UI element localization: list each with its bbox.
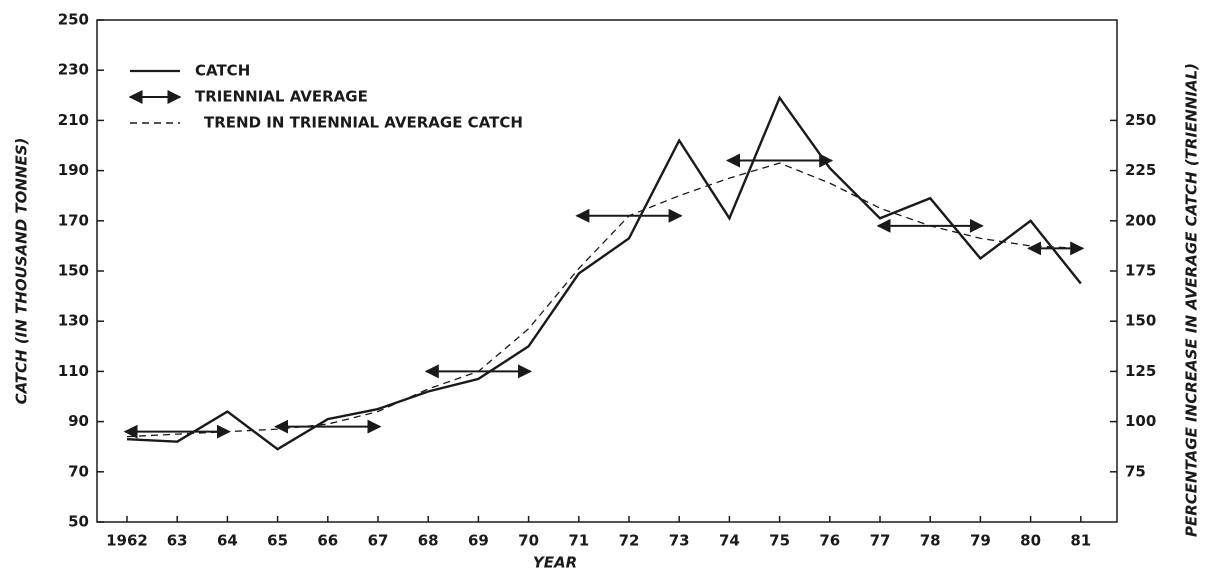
x-tick-label: 69	[468, 532, 489, 550]
x-tick-label: 79	[970, 532, 991, 550]
legend-label: TRIENNIAL AVERAGE	[195, 88, 368, 106]
x-tick-label: 71	[568, 532, 589, 550]
y2-tick-label: 75	[1125, 462, 1146, 480]
series-line	[126, 95, 1082, 451]
x-tick-label: 78	[920, 532, 941, 550]
y-axis-label: CATCH (IN THOUSAND TONNES)	[13, 138, 31, 405]
y2-axis-label: PERCENTAGE INCREASE IN AVERAGE CATCH (TR…	[1183, 63, 1201, 537]
x-tick-label: 75	[769, 532, 790, 550]
x-tick-label: 80	[1020, 532, 1041, 550]
y-tick-label: 90	[68, 412, 89, 430]
x-tick-label: 67	[368, 532, 389, 550]
y-tick-label: 130	[58, 312, 89, 330]
x-tick-label: 77	[870, 532, 891, 550]
legend-label: TREND IN TRIENNIAL AVERAGE CATCH	[204, 114, 523, 132]
x-tick-label: 65	[267, 532, 288, 550]
x-tick-label: 66	[317, 532, 338, 550]
y-tick-label: 150	[58, 262, 89, 280]
y2-tick-label: 100	[1125, 412, 1156, 430]
y2-tick-label: 250	[1125, 111, 1156, 129]
y2-tick-label: 225	[1125, 161, 1156, 179]
x-tick-label: 76	[819, 532, 840, 550]
x-tick-label: 63	[167, 532, 188, 550]
y-tick-label: 170	[58, 211, 89, 229]
x-axis-label: YEAR	[533, 554, 577, 571]
legend-label: CATCH	[195, 62, 250, 80]
x-tick-label: 1962	[106, 532, 148, 550]
series-line	[126, 162, 1081, 438]
x-tick-label: 74	[719, 532, 740, 550]
x-tick-label: 72	[619, 532, 640, 550]
y-tick-label: 250	[58, 11, 89, 29]
x-tick-label: 68	[418, 532, 439, 550]
y-tick-label: 110	[58, 362, 89, 380]
y2-tick-label: 125	[1125, 362, 1156, 380]
y-tick-label: 50	[68, 513, 89, 531]
x-tick-label: 70	[518, 532, 539, 550]
y-tick-label: 190	[58, 161, 89, 179]
y-tick-label: 70	[68, 462, 89, 480]
x-tick-label: 81	[1070, 532, 1091, 550]
y2-tick-label: 150	[1125, 312, 1156, 330]
x-tick-label: 73	[669, 532, 690, 550]
y2-tick-label: 200	[1125, 211, 1156, 229]
y-tick-label: 210	[58, 111, 89, 129]
y2-tick-label: 175	[1125, 262, 1156, 280]
x-tick-label: 64	[217, 532, 238, 550]
y-tick-label: 230	[58, 61, 89, 79]
